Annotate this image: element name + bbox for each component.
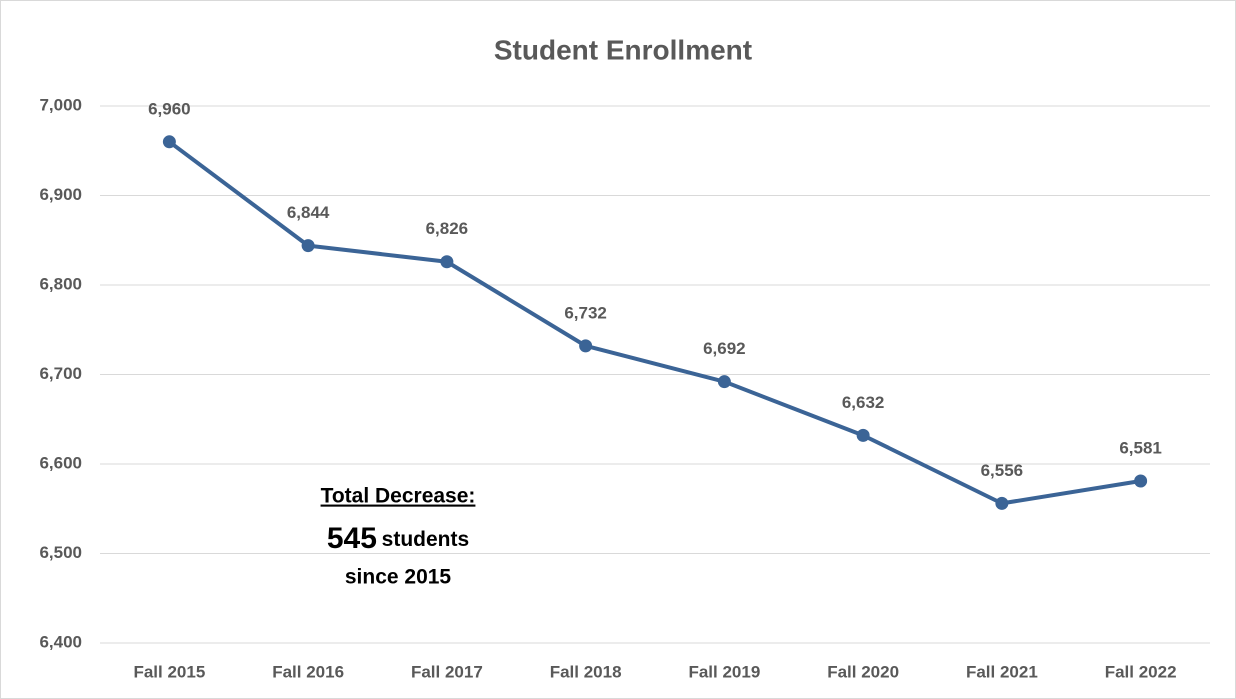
annotation-number: 545 bbox=[327, 522, 377, 555]
y-tick-label: 6,500 bbox=[39, 543, 82, 562]
y-tick-label: 6,900 bbox=[39, 185, 82, 204]
data-label: 6,826 bbox=[426, 219, 469, 238]
chart-title: Student Enrollment bbox=[494, 34, 752, 65]
point bbox=[440, 255, 454, 269]
y-tick-label: 6,600 bbox=[39, 453, 82, 472]
point bbox=[1134, 474, 1148, 488]
point bbox=[856, 428, 870, 442]
point bbox=[995, 496, 1009, 510]
y-tick-label: 6,800 bbox=[39, 274, 82, 293]
data-label: 6,692 bbox=[703, 339, 746, 358]
point bbox=[579, 339, 593, 353]
y-tick-label: 6,400 bbox=[39, 632, 82, 651]
y-tick-label: 7,000 bbox=[39, 95, 82, 114]
data-label: 6,844 bbox=[287, 203, 330, 222]
data-label: 6,960 bbox=[148, 99, 191, 118]
x-tick-label: Fall 2015 bbox=[133, 662, 205, 681]
x-tick-label: Fall 2017 bbox=[411, 662, 483, 681]
x-tick-label: Fall 2022 bbox=[1105, 662, 1177, 681]
line bbox=[168, 140, 1141, 506]
y-tick-label: 6,700 bbox=[39, 364, 82, 383]
annotation-unit: students bbox=[382, 528, 470, 551]
x-tick-label: Fall 2021 bbox=[966, 662, 1038, 681]
data-label: 6,581 bbox=[1119, 438, 1162, 457]
point bbox=[301, 239, 315, 253]
x-tick-label: Fall 2019 bbox=[688, 662, 760, 681]
annotation-note: since 2015 bbox=[345, 566, 452, 589]
data-label: 6,556 bbox=[981, 461, 1024, 480]
data-label: 6,632 bbox=[842, 393, 885, 412]
annotation-heading: Total Decrease: bbox=[321, 485, 476, 508]
x-tick-label: Fall 2016 bbox=[272, 662, 344, 681]
point bbox=[162, 135, 176, 149]
x-tick-label: Fall 2020 bbox=[827, 662, 899, 681]
point bbox=[717, 375, 731, 389]
data-label: 6,732 bbox=[564, 303, 607, 322]
annotation-line: 545 students bbox=[327, 522, 469, 555]
x-tick-label: Fall 2018 bbox=[550, 662, 622, 681]
